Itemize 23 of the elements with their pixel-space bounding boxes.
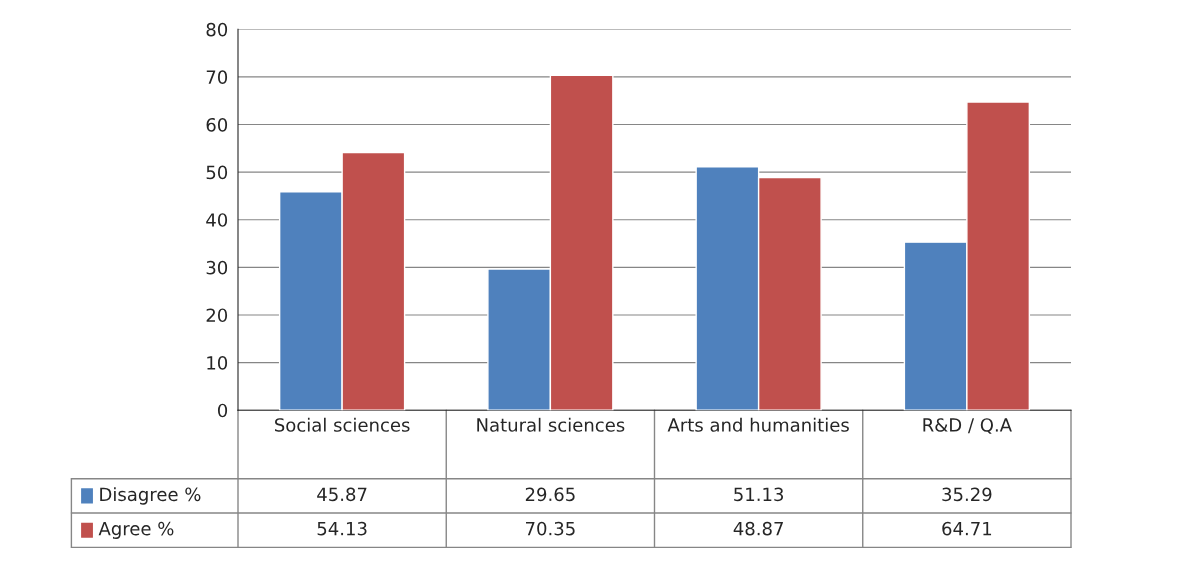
data-label: 54.13 [317, 521, 367, 536]
x-tick-label: R&D / Q.A [923, 418, 1012, 434]
data-label: 45.87 [317, 487, 367, 502]
legend-label: Agree % [98, 521, 174, 539]
data-label: 29.65 [525, 487, 575, 502]
data-label: 51.13 [734, 487, 784, 502]
y-tick-label: 70 [206, 70, 228, 85]
y-tick-label: 40 [206, 213, 228, 227]
x-tick-label: Natural sciences [477, 417, 625, 432]
legend-label: Disagree % [100, 487, 201, 505]
y-tick-label: 50 [206, 165, 228, 180]
x-tick-label: Social sciences [275, 417, 410, 432]
y-tick-label: 10 [207, 356, 228, 370]
y-tick-label: 20 [206, 308, 228, 323]
data-label: 48.87 [733, 521, 783, 536]
y-tick-label: 0 [217, 403, 228, 418]
data-label: 35.29 [942, 487, 992, 502]
y-tick-label: 60 [206, 117, 228, 132]
data-label: 64.71 [942, 521, 992, 536]
y-tick-label: 80 [206, 22, 228, 37]
data-label: 70.35 [526, 521, 575, 536]
y-tick-label: 30 [206, 260, 228, 275]
x-tick-label: Arts and humanities [667, 417, 849, 432]
